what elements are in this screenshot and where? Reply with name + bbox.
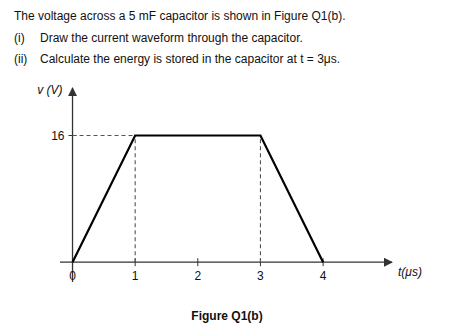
x-tick-label: 4 [320, 269, 327, 283]
title: The voltage across a 5 mF capacitor is s… [14, 9, 345, 23]
x-axis-label: t(μs) [398, 265, 422, 279]
guide-line [135, 136, 136, 263]
item-label: (ii) [14, 52, 27, 66]
plot-area [73, 136, 324, 263]
figure-caption: Figure Q1(b) [191, 309, 262, 323]
y-axis-label: v (V) [37, 83, 62, 97]
item-text: Draw the current waveform through the ca… [40, 31, 303, 45]
x-axis [60, 262, 392, 263]
x-tick-label: 1 [132, 269, 139, 283]
y-axis [72, 88, 73, 282]
waveform [73, 136, 324, 263]
item-text: Calculate the energy is stored in the ca… [40, 52, 340, 66]
item-label: (i) [14, 31, 25, 45]
chart: The voltage across a 5 mF capacitor is s… [0, 0, 454, 328]
guide-line [73, 135, 136, 136]
x-tick-label: 3 [257, 269, 264, 283]
x-tick-label: 2 [194, 269, 201, 283]
y-tick-label: 16 [51, 129, 65, 143]
guide-line [260, 136, 261, 263]
x-tick [197, 258, 198, 266]
x-tick-label: 0 [69, 269, 76, 283]
